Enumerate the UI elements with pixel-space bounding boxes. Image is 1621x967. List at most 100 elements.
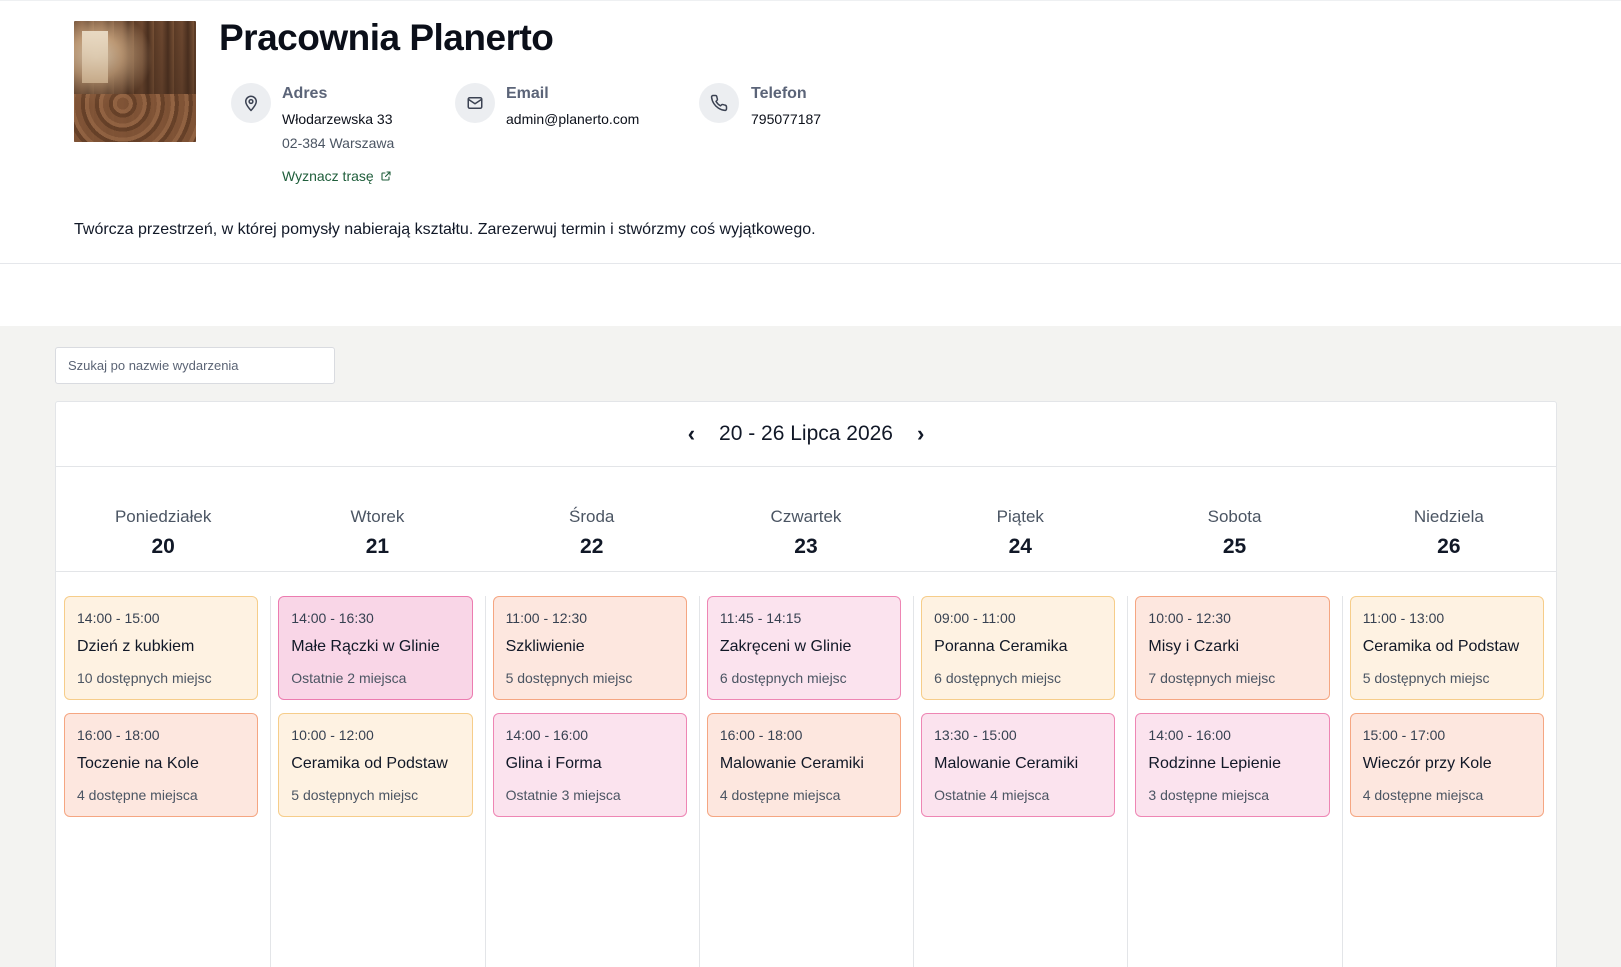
event-card[interactable]: 16:00 - 18:00 Toczenie na Kole 4 dostępne … — [64, 713, 259, 817]
address-label: Adres — [282, 85, 328, 102]
event-time: 10:00 - 12:30 — [1148, 610, 1231, 626]
column-divider — [1127, 596, 1129, 967]
studio-photo — [74, 21, 196, 142]
week-title: 20 - 26 Lipca 2026 — [719, 422, 893, 445]
event-title: Zakręceni w Glinie — [719, 638, 852, 655]
location-pin-icon — [231, 83, 271, 123]
event-spots: 4 dostępne miejsca — [719, 787, 841, 803]
event-spots: 6 dostępnych miejsc — [719, 670, 847, 686]
event-spots: 3 dostępne miejsca — [1148, 787, 1270, 803]
event-time: 14:00 - 16:00 — [505, 727, 589, 743]
event-spots: 6 dostępnych miejsc — [934, 670, 1061, 686]
route-link[interactable]: Wyznacz trasę — [282, 168, 392, 184]
event-spots: 4 dostępne miejsca — [1362, 787, 1484, 803]
phone-value[interactable]: 795077187 — [751, 111, 822, 127]
event-time: 15:00 - 17:00 — [1362, 727, 1446, 743]
email-value[interactable]: admin@planerto.com — [506, 111, 640, 127]
day-number: 24 — [1008, 535, 1032, 558]
day-columns: 14:00 - 15:00 Dzień z kubkiem 10 dostępnyc… — [56, 596, 1556, 967]
day-number: 22 — [580, 535, 604, 558]
day-header: Piątek 24 — [913, 467, 1127, 572]
week-navigation: ‹ 20 - 26 Lipca 2026 › — [56, 402, 1556, 467]
event-time: 11:00 - 12:30 — [505, 610, 588, 626]
event-title: Rodzinne Lepienie — [1148, 755, 1281, 772]
event-title: Szkliwienie — [505, 638, 585, 655]
event-card[interactable]: 11:00 - 12:30 Szkliwienie 5 dostępnych mie… — [492, 596, 687, 700]
event-spots: 4 dostępne miejsca — [77, 787, 198, 803]
event-title: Ceramika od Podstaw — [291, 755, 448, 772]
day-name: Środa — [569, 507, 615, 526]
studio-header: Pracownia Planerto Adres Włodarzewska 33… — [0, 0, 1621, 264]
event-title: Wieczór przy Kole — [1362, 755, 1492, 772]
day-header: Wtorek 21 — [270, 467, 484, 572]
column-divider — [270, 596, 272, 967]
event-title: Malowanie Ceramiki — [934, 755, 1079, 772]
event-title: Glina i Forma — [505, 755, 602, 772]
event-title: Toczenie na Kole — [77, 755, 199, 772]
event-time: 11:00 - 13:00 — [1362, 610, 1445, 626]
event-title: Małe Rączki w Glinie — [291, 638, 440, 655]
event-card[interactable]: 14:00 - 16:00 Glina i Forma Ostatnie 3 mie… — [492, 713, 687, 817]
address-city: 02-384 Warszawa — [282, 135, 395, 151]
event-card[interactable]: 11:45 - 14:15 Zakręceni w Glinie 6 dostępn… — [706, 596, 902, 700]
event-card[interactable]: 09:00 - 11:00 Poranna Ceramika 6 dostępnyc… — [921, 596, 1116, 700]
mail-icon — [455, 83, 495, 123]
event-spots: 5 dostępnych miejsc — [291, 787, 419, 803]
day-number: 21 — [365, 535, 390, 558]
day-name: Czwartek — [770, 507, 842, 526]
column-divider — [1341, 596, 1343, 967]
week-calendar: ‹ 20 - 26 Lipca 2026 › Poniedziałek 20 Wto… — [55, 401, 1557, 967]
day-header: Niedziela 26 — [1342, 467, 1556, 572]
day-number: 20 — [151, 535, 175, 558]
event-spots: 10 dostępnych miejsc — [77, 670, 212, 686]
event-card[interactable]: 11:00 - 13:00 Ceramika od Podstaw 5 dostęp… — [1349, 596, 1544, 700]
event-time: 11:45 - 14:15 — [719, 610, 802, 626]
email-label: Email — [506, 85, 549, 102]
chevron-left-icon[interactable]: ‹ — [687, 421, 696, 446]
event-time: 10:00 - 12:00 — [291, 727, 374, 743]
event-time: 16:00 - 18:00 — [719, 727, 803, 743]
column-divider — [913, 596, 915, 967]
studio-description: Twórcza przestrzeń, w której pomysły nab… — [74, 221, 816, 238]
event-card[interactable]: 10:00 - 12:30 Misy i Czarki 7 dostępnych m… — [1135, 596, 1330, 700]
day-header: Poniedziałek 20 — [56, 467, 270, 572]
day-number: 25 — [1222, 535, 1247, 558]
phone-label: Telefon — [751, 85, 807, 102]
day-name: Piątek — [996, 507, 1044, 526]
day-name: Poniedziałek — [114, 507, 212, 526]
day-header: Czwartek 23 — [699, 467, 913, 572]
search-input[interactable] — [55, 347, 335, 384]
event-time: 13:30 - 15:00 — [934, 727, 1017, 743]
chevron-right-icon[interactable]: › — [916, 421, 925, 446]
studio-name: Pracownia Planerto — [219, 17, 554, 58]
event-title: Malowanie Ceramiki — [719, 755, 864, 772]
event-card[interactable]: 14:00 - 15:00 Dzień z kubkiem 10 dostępnyc… — [64, 596, 259, 700]
event-card[interactable]: 14:00 - 16:00 Rodzinne Lepienie 3 dostępne… — [1135, 713, 1330, 817]
event-time: 14:00 - 16:30 — [291, 610, 374, 626]
route-link-label: Wyznacz trasę — [282, 168, 374, 184]
event-time: 16:00 - 18:00 — [77, 727, 160, 743]
event-spots: 5 dostępnych miejsc — [1362, 670, 1490, 686]
event-card[interactable]: 10:00 - 12:00 Ceramika od Podstaw 5 dostęp… — [278, 713, 473, 817]
external-link-icon — [381, 171, 391, 181]
day-headers: Poniedziałek 20 Wtorek 21 Środa 22 Czwartek 23 P… — [56, 467, 1556, 572]
event-card[interactable]: 14:00 - 16:30 Małe Rączki w Glinie Ostatni… — [278, 596, 473, 700]
event-title: Misy i Czarki — [1148, 638, 1240, 655]
day-header: Sobota 25 — [1127, 467, 1341, 572]
event-title: Ceramika od Podstaw — [1362, 638, 1520, 655]
phone-icon — [699, 83, 739, 123]
day-name: Sobota — [1207, 507, 1262, 526]
event-card[interactable]: 13:30 - 15:00 Malowanie Ceramiki Ostatnie … — [921, 713, 1116, 817]
column-divider — [484, 596, 486, 967]
event-time: 14:00 - 15:00 — [77, 610, 160, 626]
day-number: 23 — [794, 535, 818, 558]
event-card[interactable]: 16:00 - 18:00 Malowanie Ceramiki 4 dostępn… — [706, 713, 902, 817]
column-divider — [698, 596, 700, 967]
event-spots: Ostatnie 3 miejsca — [505, 787, 621, 803]
day-name: Wtorek — [350, 507, 405, 526]
event-time: 14:00 - 16:00 — [1148, 727, 1231, 743]
event-spots: Ostatnie 4 miejsca — [934, 787, 1050, 803]
address-street: Włodarzewska 33 — [282, 111, 393, 127]
day-name: Niedziela — [1413, 507, 1484, 526]
event-card[interactable]: 15:00 - 17:00 Wieczór przy Kole 4 dostępne… — [1349, 713, 1544, 817]
